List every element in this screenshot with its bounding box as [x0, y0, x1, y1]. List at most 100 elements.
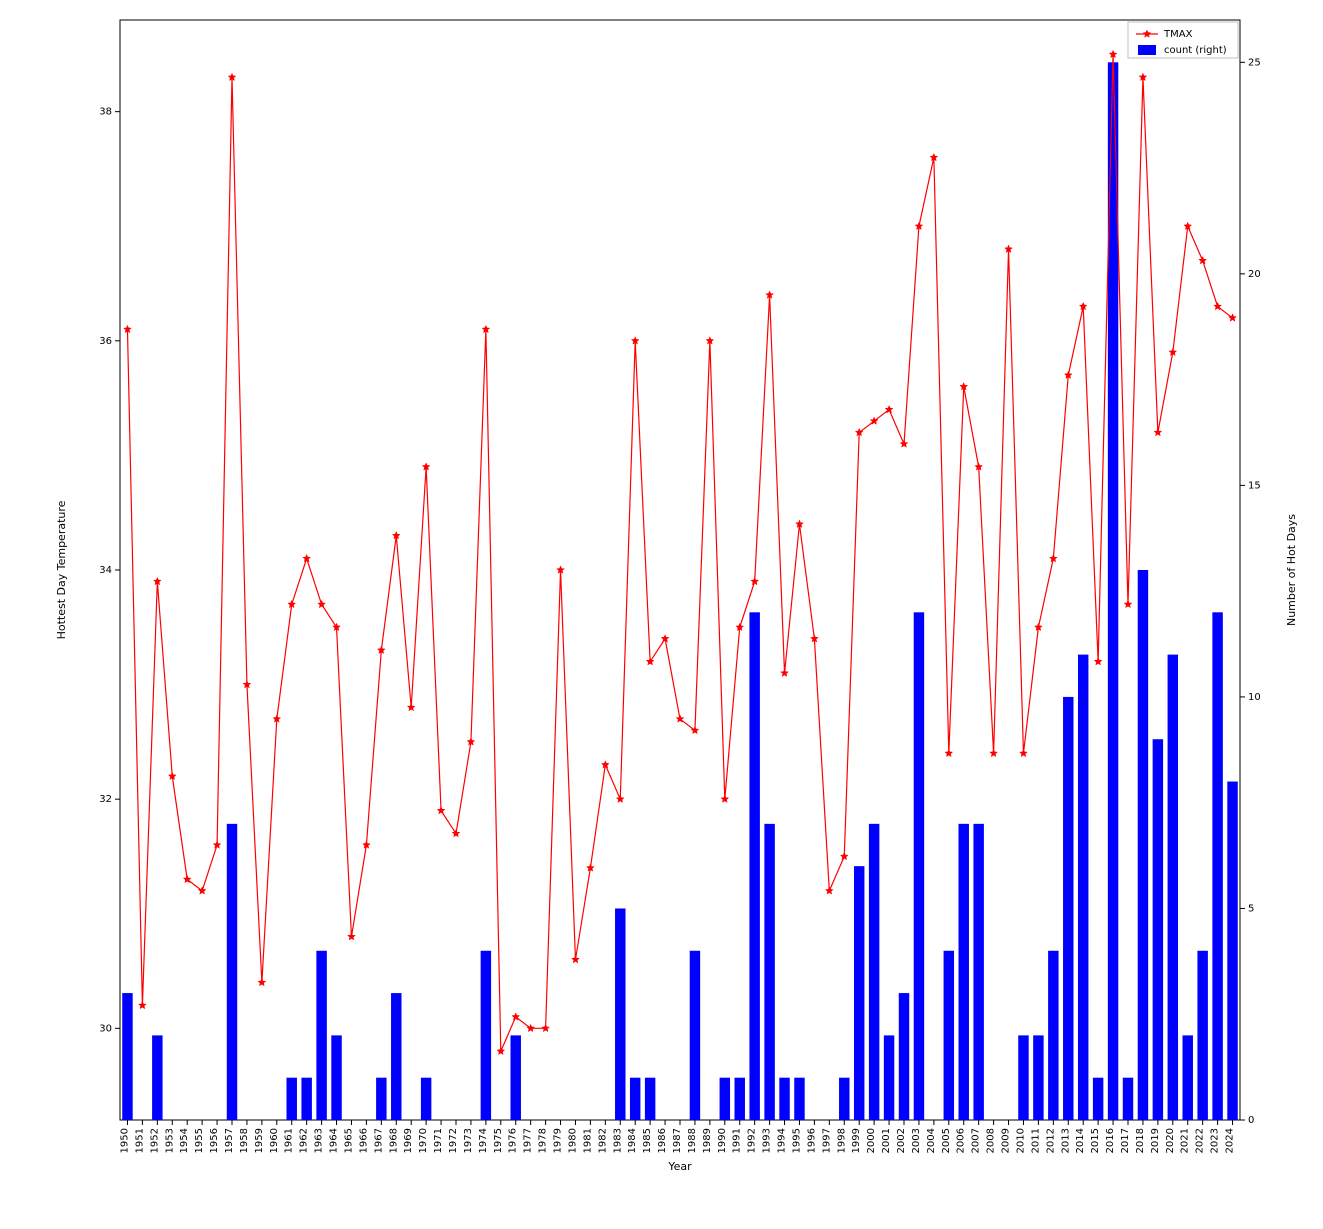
xtick-label: 2009 — [1001, 1128, 1012, 1153]
tmax-point-marker — [646, 658, 654, 665]
bar — [749, 612, 759, 1120]
bar — [944, 951, 954, 1120]
tmax-point-marker — [1020, 749, 1028, 756]
bar — [645, 1078, 655, 1120]
bar — [779, 1078, 789, 1120]
tmax-point-marker — [437, 807, 445, 814]
bar — [1123, 1078, 1133, 1120]
xtick-label: 1962 — [299, 1128, 310, 1153]
bar — [1063, 697, 1073, 1120]
xtick-label: 2002 — [896, 1128, 907, 1153]
xtick-label: 1959 — [254, 1128, 265, 1153]
xtick-label: 1976 — [508, 1128, 519, 1153]
xtick-label: 2013 — [1060, 1128, 1071, 1153]
xtick-label: 1966 — [358, 1128, 369, 1153]
xtick-label: 1954 — [179, 1128, 190, 1153]
bar — [914, 612, 924, 1120]
tmax-point-marker — [840, 852, 848, 859]
bar — [720, 1078, 730, 1120]
xtick-label: 1998 — [836, 1128, 847, 1153]
tmax-point-marker — [139, 1001, 147, 1008]
bar — [690, 951, 700, 1120]
xtick-label: 1999 — [851, 1128, 862, 1153]
ytick-right-label: 0 — [1248, 1115, 1254, 1126]
bar — [481, 951, 491, 1120]
bar — [1048, 951, 1058, 1120]
legend-label: TMAX — [1163, 29, 1193, 40]
bar — [854, 866, 864, 1120]
xtick-label: 1991 — [732, 1128, 743, 1153]
tmax-point-marker — [198, 887, 206, 894]
xtick-label: 1970 — [418, 1128, 429, 1153]
bar — [735, 1078, 745, 1120]
ytick-left-label: 32 — [99, 794, 112, 805]
xtick-label: 1975 — [493, 1128, 504, 1153]
xtick-label: 1987 — [672, 1128, 683, 1153]
xtick-label: 1985 — [642, 1128, 653, 1153]
xtick-label: 1952 — [149, 1128, 160, 1153]
xtick-label: 1969 — [403, 1128, 414, 1153]
xtick-label: 1993 — [762, 1128, 773, 1153]
xtick-label: 2005 — [941, 1128, 952, 1153]
bar — [1168, 655, 1178, 1120]
ytick-right-label: 15 — [1248, 480, 1261, 491]
xtick-label: 1984 — [627, 1128, 638, 1153]
bar — [794, 1078, 804, 1120]
tmax-point-marker — [990, 749, 998, 756]
legend-bar-icon — [1138, 45, 1156, 55]
xtick-label: 1997 — [821, 1128, 832, 1153]
bar — [884, 1035, 894, 1120]
xtick-label: 1989 — [702, 1128, 713, 1153]
ytick-right-label: 25 — [1248, 57, 1261, 68]
xtick-label: 2016 — [1105, 1128, 1116, 1153]
y-axis-label-left: Hottest Day Temperature — [55, 500, 68, 639]
legend-label: count (right) — [1164, 45, 1227, 56]
xtick-label: 2023 — [1210, 1128, 1221, 1153]
xtick-label: 2007 — [971, 1128, 982, 1153]
bar — [287, 1078, 297, 1120]
tmax-point-marker — [781, 669, 789, 676]
bar — [959, 824, 969, 1120]
bar — [1153, 739, 1163, 1120]
y-axis-label-right: Number of Hot Days — [1285, 514, 1298, 626]
bar — [376, 1078, 386, 1120]
xtick-label: 2003 — [911, 1128, 922, 1153]
xtick-label: 1973 — [463, 1128, 474, 1153]
xtick-label: 1971 — [433, 1128, 444, 1153]
bar — [899, 993, 909, 1120]
bar — [391, 993, 401, 1120]
chart-svg: 3032343638051015202519501951195219531954… — [0, 0, 1323, 1229]
tmax-point-marker — [945, 749, 953, 756]
bar — [1227, 782, 1237, 1120]
xtick-label: 1958 — [239, 1128, 250, 1153]
bar — [1197, 951, 1207, 1120]
tmax-point-marker — [318, 600, 326, 607]
bar — [764, 824, 774, 1120]
tmax-point-marker — [572, 956, 580, 963]
tmax-point-marker — [407, 704, 415, 711]
tmax-point-marker — [751, 577, 759, 584]
xtick-label: 1967 — [373, 1128, 384, 1153]
bar — [1078, 655, 1088, 1120]
bar — [630, 1078, 640, 1120]
bar — [869, 824, 879, 1120]
xtick-label: 1953 — [164, 1128, 175, 1153]
bar — [316, 951, 326, 1120]
xtick-label: 1992 — [747, 1128, 758, 1153]
xtick-label: 1977 — [523, 1128, 534, 1153]
tmax-point-marker — [900, 440, 908, 447]
chart-container: 3032343638051015202519501951195219531954… — [0, 0, 1323, 1229]
bar — [1033, 1035, 1043, 1120]
bar — [421, 1078, 431, 1120]
tmax-point-marker — [826, 887, 834, 894]
tmax-point-marker — [303, 555, 311, 562]
ytick-left-label: 38 — [99, 107, 112, 118]
xtick-label: 2004 — [926, 1128, 937, 1153]
tmax-point-marker — [452, 830, 460, 837]
ytick-right-label: 10 — [1248, 692, 1261, 703]
xtick-label: 2021 — [1180, 1128, 1191, 1153]
xtick-label: 2024 — [1225, 1128, 1236, 1153]
xtick-label: 1950 — [119, 1128, 130, 1153]
xtick-label: 1955 — [194, 1128, 205, 1153]
xtick-label: 1981 — [582, 1128, 593, 1153]
